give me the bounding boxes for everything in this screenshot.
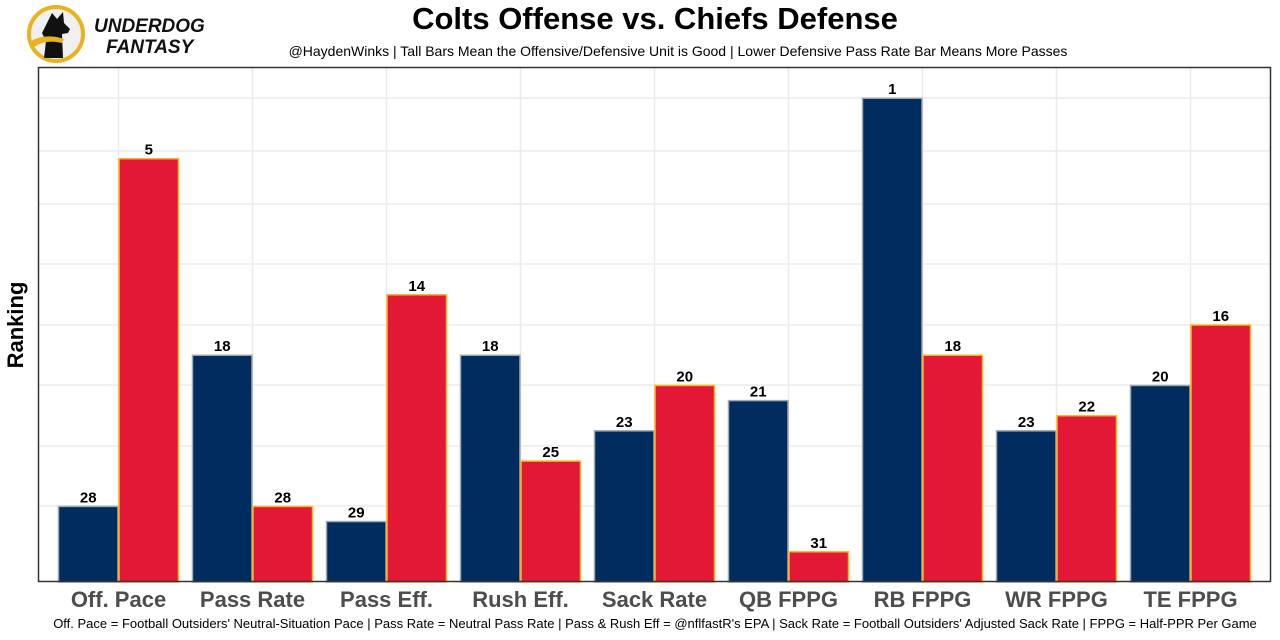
bar-value-label: 23 — [616, 414, 633, 431]
bar-value-label: 16 — [1212, 308, 1229, 325]
defense-bar-off-pace — [118, 157, 180, 583]
bar-value-label: 29 — [348, 505, 365, 522]
bar-value-label: 20 — [676, 368, 693, 385]
offense-bar-sack-rate — [593, 430, 655, 583]
bar-value-label: 31 — [810, 535, 827, 552]
offense-bar-wr-fppg — [995, 430, 1057, 583]
bar-value-label: 23 — [1018, 414, 1035, 431]
bar-value-label: 18 — [214, 338, 231, 355]
defense-bar-rush-eff — [520, 460, 582, 583]
offense-bar-rush-eff — [459, 354, 521, 583]
chart-subtitle: @HaydenWinks | Tall Bars Mean the Offens… — [288, 43, 1068, 59]
offense-bar-qb-fppg — [727, 399, 789, 583]
bars — [57, 97, 1252, 583]
offense-bar-pass-eff — [325, 520, 387, 583]
bar-value-label: 5 — [145, 142, 153, 159]
x-tick-label: Pass Rate — [200, 587, 305, 612]
x-tick-label: QB FPPG — [739, 587, 838, 612]
chart-footer-note: Off. Pace = Football Outsiders' Neutral-… — [53, 616, 1257, 631]
x-tick-labels: Off. Pace Pass Rate Pass Eff. Rush Eff. Sack… — [71, 587, 1238, 612]
x-tick-label: Sack Rate — [602, 587, 707, 612]
bar-value-label: 18 — [482, 338, 499, 355]
bar-value-label: 18 — [944, 338, 961, 355]
bar-value-label: 28 — [274, 489, 291, 506]
defense-bar-te-fppg — [1190, 324, 1252, 583]
chart-title: Colts Offense vs. Chiefs Defense — [412, 1, 898, 36]
x-tick-label: Rush Eff. — [472, 587, 569, 612]
data-labels: 28 18 29 18 23 21 1 23 20 5 28 14 25 20 31 18 22 16 — [80, 81, 1229, 552]
x-tick-label: WR FPPG — [1005, 587, 1108, 612]
offense-bar-off-pace — [57, 505, 119, 583]
bar-value-label: 1 — [888, 81, 896, 98]
underdog-fantasy-logo: UNDERDOG FANTASY — [26, 3, 216, 65]
x-tick-label: Pass Eff. — [340, 587, 433, 612]
defense-bar-sack-rate — [654, 384, 716, 583]
logo-text-line1: UNDERDOG — [94, 16, 205, 37]
defense-bar-wr-fppg — [1056, 414, 1118, 583]
bar-value-label: 20 — [1152, 368, 1169, 385]
x-tick-label: RB FPPG — [874, 587, 972, 612]
bar-value-label: 14 — [408, 278, 425, 295]
defense-bar-qb-fppg — [788, 551, 850, 583]
x-tick-label: TE FPPG — [1143, 587, 1237, 612]
logo-text-line2: FANTASY — [106, 37, 196, 58]
x-tick-label: Off. Pace — [71, 587, 166, 612]
defense-bar-rb-fppg — [922, 354, 984, 583]
bar-value-label: 28 — [80, 489, 97, 506]
offense-bar-pass-rate — [191, 354, 253, 583]
bar-value-label: 22 — [1078, 399, 1095, 416]
defense-bar-pass-rate — [252, 505, 314, 583]
defense-bar-pass-eff — [386, 294, 448, 583]
offense-bar-te-fppg — [1129, 384, 1191, 583]
offense-bar-rb-fppg — [861, 97, 923, 583]
plot-panel-border — [37, 66, 1272, 583]
bar-value-label: 25 — [542, 444, 559, 461]
bar-value-label: 21 — [750, 384, 767, 401]
underdog-dog-logo-icon — [27, 5, 85, 63]
